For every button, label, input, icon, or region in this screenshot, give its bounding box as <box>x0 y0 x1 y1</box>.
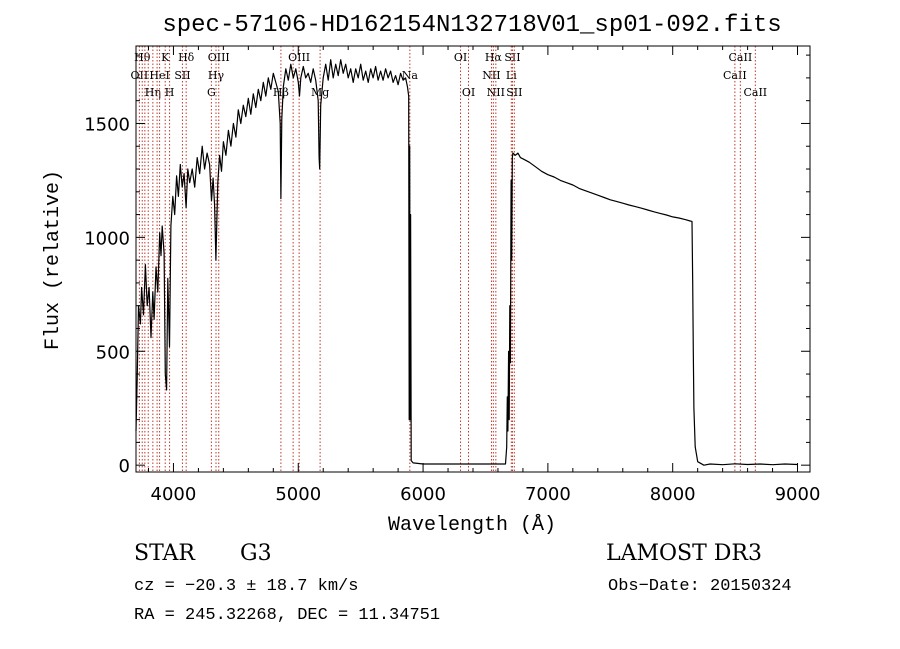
line-marker-label: CaII <box>743 86 767 99</box>
x-tick-label: 6000 <box>400 484 446 505</box>
plot-frame <box>135 45 811 473</box>
x-tick-label: 7000 <box>525 484 571 505</box>
y-tick-label: 500 <box>96 342 130 363</box>
line-marker-label: Na <box>402 69 419 82</box>
survey-name: LAMOST DR3 <box>606 541 762 566</box>
line-marker-label: Li <box>506 69 517 82</box>
line-marker-label: NII <box>487 86 505 99</box>
x-axis-ticks: 4000 5000 6000 7000 8000 9000 <box>147 46 821 505</box>
line-marker-label: CaII <box>723 69 747 82</box>
line-marker-label: Hθ <box>134 51 151 64</box>
y-tick-label: 1500 <box>84 114 130 135</box>
y-axis-label: Flux (relative) <box>42 170 65 350</box>
x-tick-label: 9000 <box>775 484 821 505</box>
line-marker-label: Hη <box>145 86 161 99</box>
line-marker-label: NII <box>482 69 500 82</box>
line-marker-label: H <box>165 86 175 99</box>
y-axis-ticks: 0 500 1000 1500 <box>84 54 810 477</box>
line-marker-label: OIII <box>288 51 310 64</box>
line-marker-label: G <box>207 86 216 99</box>
line-marker-label: Hγ <box>208 69 225 82</box>
x-tick-label: 8000 <box>650 484 696 505</box>
series-layer <box>135 59 798 466</box>
obs-date: Obs−Date: 20150324 <box>608 577 792 596</box>
line-marker-label: OII <box>131 69 149 82</box>
line-marker-label: OIII <box>208 51 230 64</box>
x-axis-label: Wavelength (Å) <box>388 514 556 537</box>
line-marker-label: SII <box>506 86 522 99</box>
redshift-text: cz = −20.3 ± 18.7 km/s <box>134 577 358 596</box>
coordinates-text: RA = 245.32268, DEC = 11.34751 <box>134 606 440 625</box>
line-marker-label: Hα <box>485 51 503 64</box>
line-marker-label: SII <box>174 69 190 82</box>
line-marker-label: OI <box>462 86 475 99</box>
x-tick-label: 4000 <box>151 484 197 505</box>
y-tick-label: 0 <box>119 456 130 477</box>
line-marker-label: K <box>161 51 170 64</box>
line-marker-label: HeI <box>149 69 169 82</box>
line-marker-label: SII <box>504 51 520 64</box>
line-marker-label: CaII <box>729 51 753 64</box>
spectral-subclass: G3 <box>240 541 272 566</box>
emission-line-markers: OII Hθ Hη HeI K H SII Hδ G Hγ OIII Hβ OIII Mg Na OI OI NI… <box>131 46 767 472</box>
line-marker-label: Mg <box>311 86 329 99</box>
y-tick-label: 1000 <box>84 228 130 249</box>
chart-title: spec-57106-HD162154N132718V01_sp01-092.f… <box>162 12 781 39</box>
line-marker-label: Hδ <box>178 51 195 64</box>
object-type: STAR <box>134 541 196 566</box>
spectrum-line-flux <box>135 59 798 466</box>
line-marker-label: OI <box>454 51 467 64</box>
line-marker-label: Hβ <box>273 86 289 99</box>
x-tick-label: 5000 <box>275 484 321 505</box>
